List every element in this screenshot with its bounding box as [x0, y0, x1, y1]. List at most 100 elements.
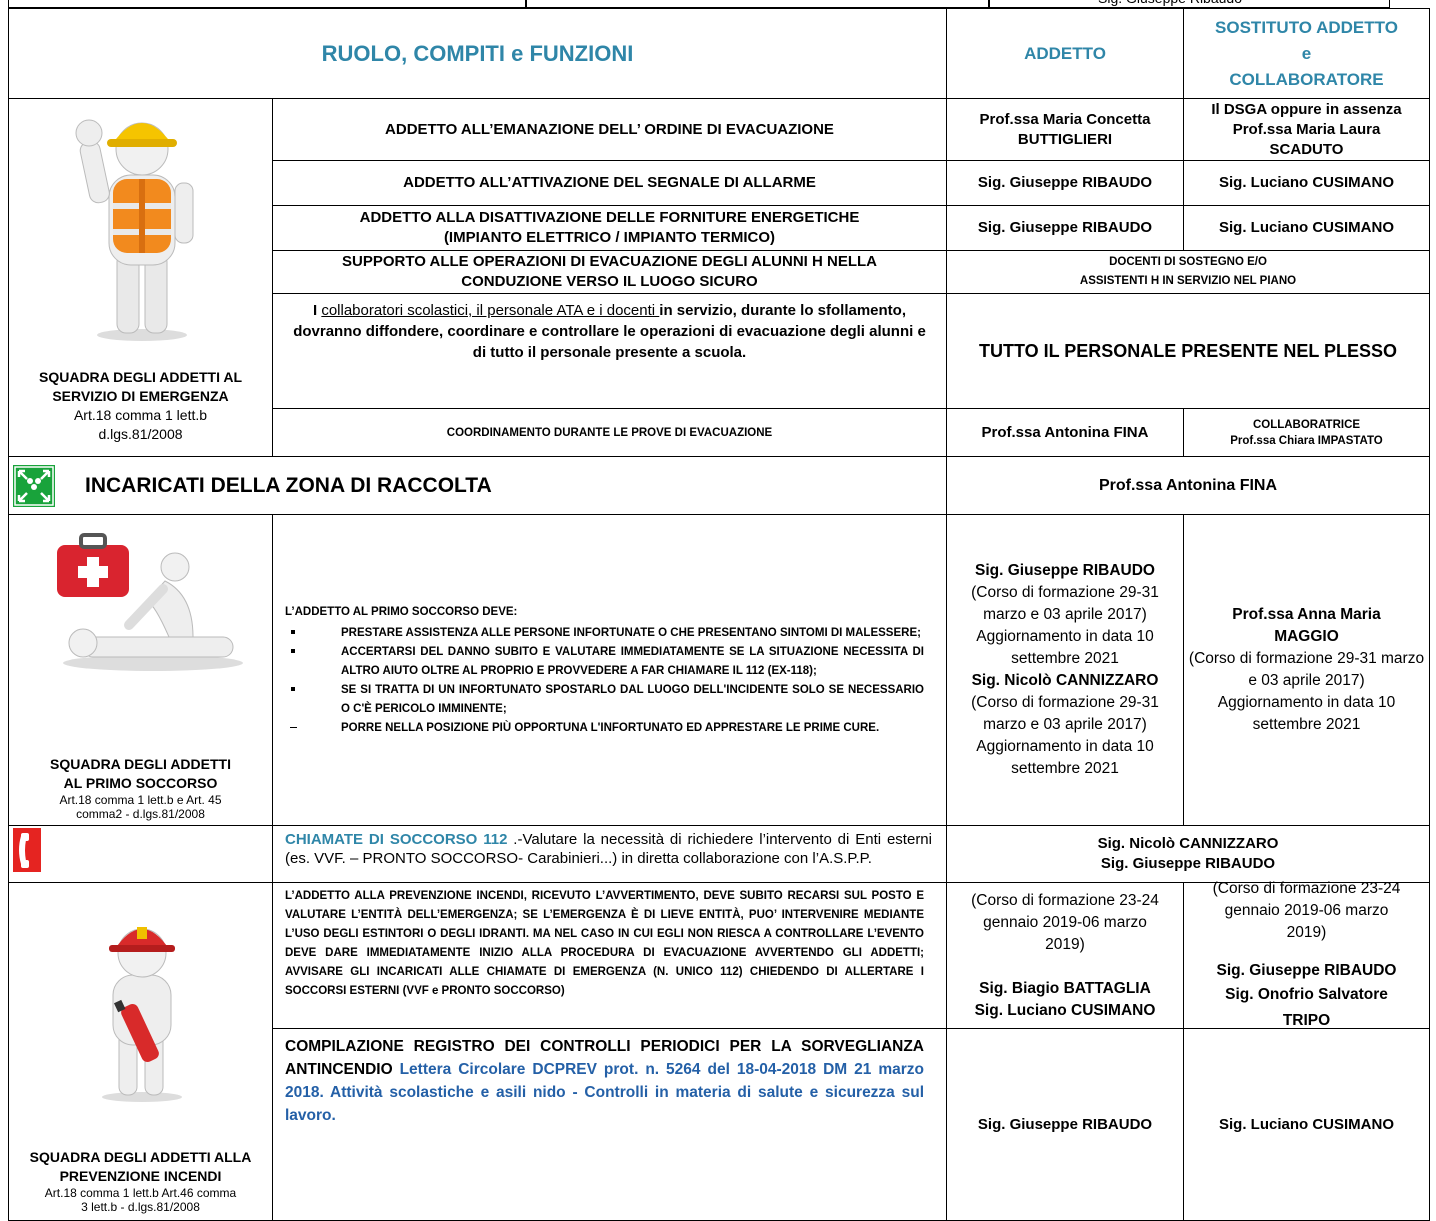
calls-title: CHIAMATE DI SOCCORSO 112 [285, 831, 508, 848]
first-aid-addetto: Sig. Giuseppe RIBAUDO (Corso di formazio… [946, 514, 1184, 826]
header-sostituto-line: e [1301, 43, 1312, 63]
sostituto: Sig. Luciano CUSIMANO [1183, 160, 1430, 206]
decoration [17, 469, 28, 480]
decoration [146, 580, 194, 638]
top-divider [988, 0, 990, 9]
person-name: Sig. Biagio BATTAGLIA [979, 979, 1151, 997]
first-aid-duties: L’ADDETTO AL PRIMO SOCCORSO DEVE: PRESTA… [272, 514, 947, 826]
addetto: Sig. Giuseppe RIBAUDO [946, 160, 1184, 206]
duty-text: PRESTARE ASSISTENZA ALLE PERSONE INFORTU… [341, 626, 921, 639]
assigned: TUTTO IL PERSONALE PRESENTE NEL PLESSO [946, 293, 1430, 409]
register-task: COMPILAZIONE REGISTRO DEI CONTROLLI PERI… [272, 1028, 947, 1221]
decoration [137, 927, 147, 939]
fire-sostituto: (Corso di formazione 23-24 gennaio 2019-… [1183, 880, 1430, 1029]
person-course: (Corso di formazione 23-24 gennaio 2019-… [971, 891, 1159, 953]
decoration [291, 686, 295, 691]
phone-icon [13, 828, 41, 872]
duty-item: PRESTARE ASSISTENZA ALLE PERSONE INFORTU… [285, 624, 924, 643]
team-law: Art.18 comma 1 lett.b e Art. 45 comma2 -… [59, 793, 222, 821]
calls-icon-cell [8, 825, 273, 883]
duty-item: PORRE NELLA POSIZIONE PIÙ OPPORTUNA L'IN… [285, 719, 924, 738]
decoration [27, 477, 33, 484]
top-right-text: Sig. Giuseppe Ribaudo [1098, 0, 1242, 8]
top-strip: Sig. Giuseppe Ribaudo [0, 0, 1436, 9]
worker-illustration [75, 119, 194, 341]
assembly-title: INCARICATI DELLA ZONA DI RACCOLTA [85, 473, 492, 497]
task: ADDETTO ALL’ATTIVAZIONE DEL SEGNALE DI A… [272, 160, 947, 206]
decoration [19, 836, 26, 864]
sostituto-line: COLLABORATRICE [1252, 418, 1361, 431]
person-name: Sig. Giuseppe RIBAUDO [1100, 855, 1276, 872]
person-name: Sig. Giuseppe RIBAUDO [1216, 961, 1397, 979]
decoration [113, 123, 171, 143]
team-name: SQUADRA DEGLI ADDETTI ALLA PREVENZIONE I… [29, 1149, 252, 1184]
calls-text: .-Valutare la necessità di richiedere l’… [285, 831, 932, 867]
sostituto: COLLABORATRICE Prof.ssa Chiara IMPASTATO [1183, 408, 1430, 457]
person-name: Sig. Giuseppe RIBAUDO [975, 562, 1155, 579]
team-law: Art.18 comma 1 lett.b Art.46 comma 3 let… [44, 1186, 237, 1214]
top-border [8, 0, 1390, 8]
decoration [79, 140, 110, 204]
header-role: RUOLO, COMPITI e FUNZIONI [8, 8, 947, 99]
team-name: SQUADRA DEGLI ADDETTI AL SERVIZIO DI EME… [39, 369, 242, 404]
team-law: Art.18 comma 1 lett.b d.lgs.81/2008 [73, 407, 208, 442]
decoration [40, 469, 51, 480]
top-divider [525, 0, 527, 9]
decoration [21, 833, 29, 841]
duty-item: ACCERTARSI DEL DANNO SUBITO E VALUTARE I… [285, 643, 924, 681]
decoration [79, 533, 107, 549]
header-addetto: ADDETTO [946, 8, 1184, 99]
first-aid-illustration [57, 533, 243, 671]
duty-text: SE SI TRATTA DI UN INFORTUNATO SPOSTARLO… [341, 683, 924, 715]
sostituto: Sig. Luciano CUSIMANO [1183, 205, 1430, 251]
calls-text-cell: CHIAMATE DI SOCCORSO 112 .-Valutare la n… [272, 825, 947, 883]
decoration [160, 552, 190, 582]
header-role-text: RUOLO, COMPITI e FUNZIONI [321, 40, 634, 66]
decoration [291, 629, 295, 634]
duties-intro: L’ADDETTO AL PRIMO SOCCORSO DEVE: [285, 605, 518, 618]
decoration [107, 139, 177, 147]
calls-assigned: Sig. Nicolò CANNIZZARO Sig. Giuseppe RIB… [946, 825, 1430, 883]
assigned-line: ASSISTENTI H IN SERVIZIO NEL PIANO [1079, 275, 1297, 287]
sostituto: Il DSGA oppure in assenza Prof.ssa Maria… [1183, 98, 1430, 161]
person-update: Aggiornamento in data 10 settembre 2021 [1217, 694, 1396, 733]
task: I collaboratori scolastici, il personale… [272, 293, 947, 409]
assigned: DOCENTI DI SOSTEGNO E/O ASSISTENTI H IN … [946, 250, 1430, 294]
decoration [290, 726, 297, 728]
person-name: Sig. Nicolò CANNIZZARO [971, 672, 1159, 689]
decoration [97, 329, 187, 341]
person-course: (Corso di formazione 29-31 marzo e 03 ap… [1188, 650, 1425, 689]
person-course: (Corso di formazione 29-31 marzo e 03 ap… [971, 694, 1159, 733]
decoration [139, 179, 145, 253]
task: COORDINAMENTO DURANTE LE PROVE DI EVACUA… [272, 408, 947, 457]
decoration [40, 491, 51, 502]
decoration [14, 465, 54, 506]
decoration [102, 1092, 182, 1102]
task: ADDETTO ALLA DISATTIVAZIONE DELLE FORNIT… [272, 205, 947, 251]
duty-item: SE SI TRATTA DI UN INFORTUNATO SPOSTARLO… [285, 681, 924, 719]
decoration [109, 945, 175, 952]
assembly-assigned: Prof.ssa Antonina FINA [946, 456, 1430, 515]
decoration [82, 636, 234, 658]
fire-team-cell: SQUADRA DEGLI ADDETTI ALLA PREVENZIONE I… [8, 882, 273, 1221]
register-reference: Lettera Circolare DCPREV prot. n. 5264 d… [285, 1061, 924, 1124]
person-name: Sig. Nicolò CANNIZZARO [1097, 835, 1279, 852]
decoration [35, 477, 41, 484]
assembly-cell: INCARICATI DELLA ZONA DI RACCOLTA [8, 456, 947, 515]
task-line: (IMPIANTO ELETTRICO / IMPIANTO TERMICO) [443, 229, 776, 246]
decoration [78, 566, 108, 578]
person-update: Aggiornamento in data 10 settembre 2021 [976, 628, 1154, 667]
duty-text: ACCERTARSI DEL DANNO SUBITO E VALUTARE I… [341, 645, 924, 677]
person-course: (Corso di formazione 29-31 marzo e 03 ap… [971, 584, 1159, 623]
decoration [17, 491, 28, 502]
first-aid-team-cell: SQUADRA DEGLI ADDETTI AL PRIMO SOCCORSO … [8, 514, 273, 826]
person-name: Prof.ssa Anna Maria MAGGIO [1232, 606, 1381, 645]
decoration [291, 648, 295, 653]
assembly-icon [13, 464, 55, 507]
fire-addetto: (Corso di formazione 23-24 gennaio 2019-… [946, 882, 1184, 1029]
header-sostituto: SOSTITUTO ADDETTO e COLLABORATORE [1183, 8, 1430, 99]
addetto: Prof.ssa Antonina FINA [946, 408, 1184, 457]
person-course: (Corso di formazione 23-24 gennaio 2019-… [1212, 879, 1401, 941]
header-sostituto-line: COLLABORATORE [1229, 69, 1384, 89]
